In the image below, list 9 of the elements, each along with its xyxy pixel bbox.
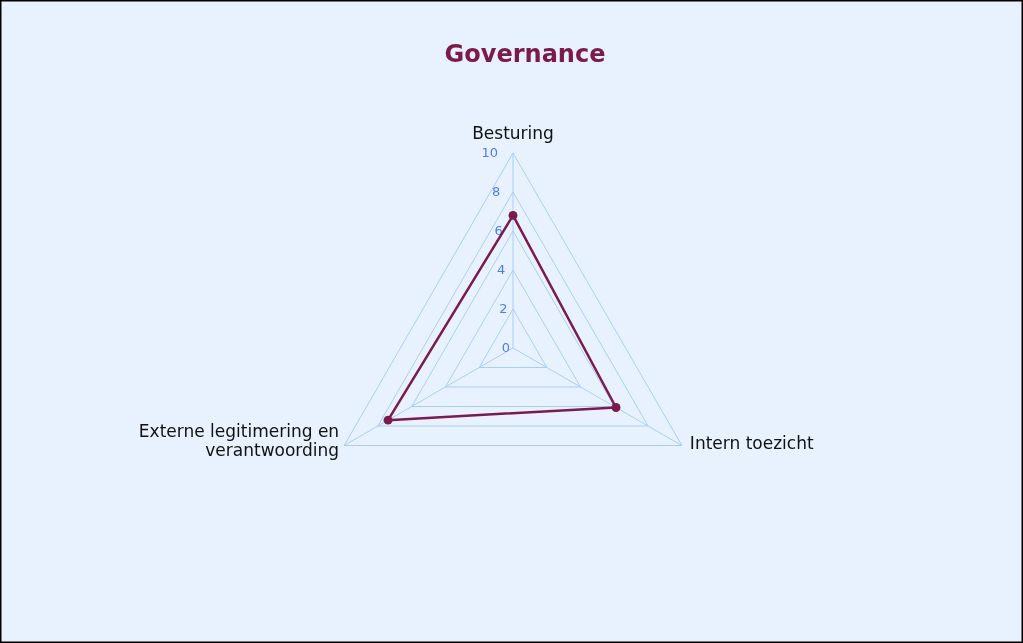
spoke-label: Besturing [472, 123, 554, 143]
y-tick-label: 0 [501, 340, 510, 355]
chart-title: Governance [444, 40, 606, 68]
y-tick-label: 2 [499, 301, 508, 316]
spoke-label: Externe legitimering en verantwoording [138, 420, 340, 460]
y-tick-label: 10 [481, 145, 498, 160]
y-tick-label: 8 [492, 184, 501, 199]
spoke-label: Intern toezicht [689, 432, 814, 453]
y-tick-label: 4 [496, 262, 506, 277]
